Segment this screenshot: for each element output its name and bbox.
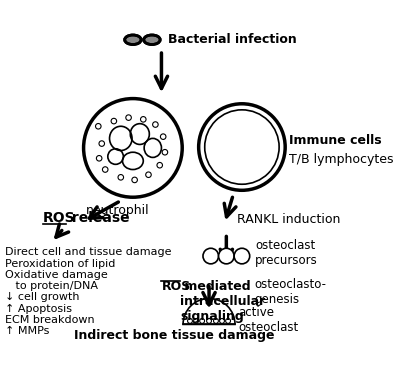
Text: to protein/DNA: to protein/DNA [5,281,98,291]
Text: Bacterial infection: Bacterial infection [168,33,296,46]
Text: ↓ cell growth: ↓ cell growth [5,292,79,302]
Text: T/B lymphocytes: T/B lymphocytes [289,153,393,166]
Text: ↑ Apoptosis: ↑ Apoptosis [5,304,72,314]
Ellipse shape [125,35,141,44]
Text: Indirect bone tissue damage: Indirect bone tissue damage [74,329,275,342]
Text: ↑ MMPs: ↑ MMPs [5,326,49,336]
Text: release: release [67,211,130,225]
Text: active
osteoclast: active osteoclast [238,306,299,334]
Circle shape [84,99,182,197]
Text: mediated
intracellular
signaling: mediated intracellular signaling [180,280,266,323]
Text: ROS: ROS [162,280,191,293]
Circle shape [234,248,250,264]
Text: osteoclast
precursors: osteoclast precursors [255,239,318,266]
Text: Peroxidation of lipid: Peroxidation of lipid [5,259,115,269]
Circle shape [203,248,218,264]
Circle shape [218,248,234,264]
Text: Immune cells: Immune cells [289,134,381,147]
Text: ECM breakdown: ECM breakdown [5,315,94,325]
Ellipse shape [144,35,160,44]
Text: ROS: ROS [43,211,76,225]
Text: osteoclasto-
genesis: osteoclasto- genesis [254,279,326,306]
Text: Oxidative damage: Oxidative damage [5,270,108,280]
Circle shape [199,104,285,190]
Text: RANKL induction: RANKL induction [237,213,340,226]
Text: neutrophil: neutrophil [86,204,149,217]
Text: Direct cell and tissue damage: Direct cell and tissue damage [5,247,171,257]
